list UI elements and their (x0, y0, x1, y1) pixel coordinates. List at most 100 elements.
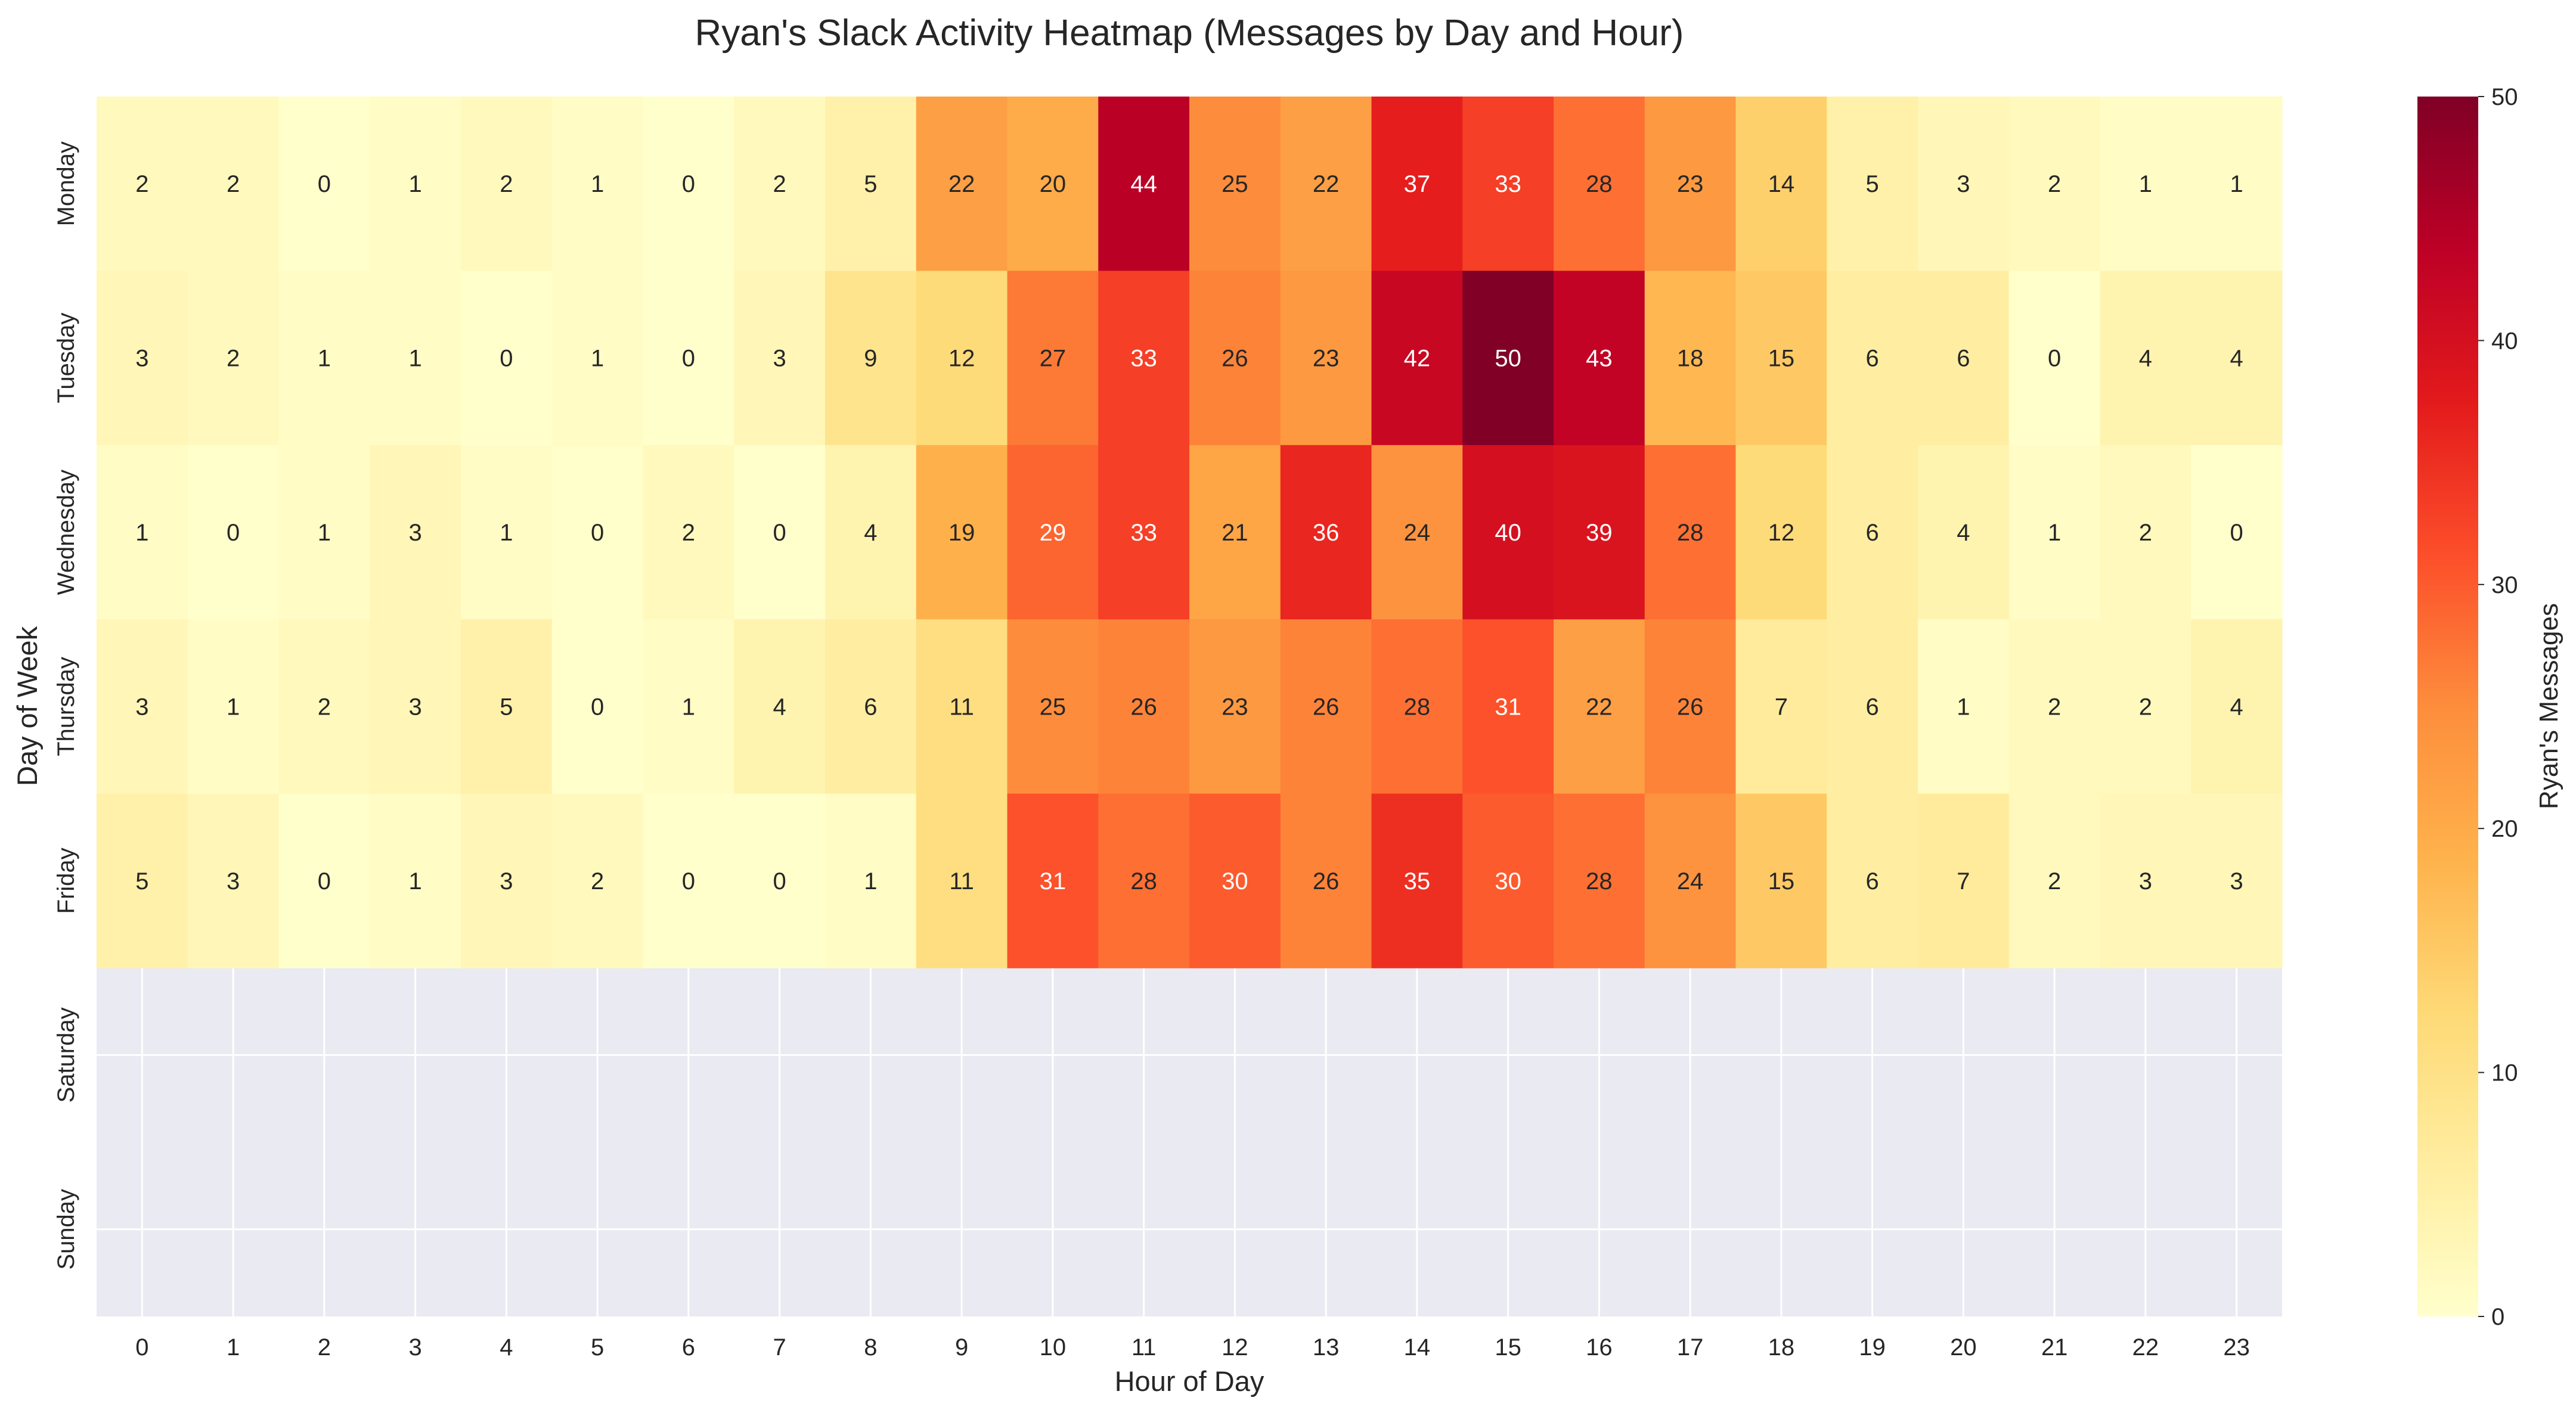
heatmap-cell (370, 793, 461, 968)
heatmap-cell (1735, 271, 1827, 446)
x-tick-label: 22 (2132, 1334, 2159, 1361)
cell-value-label: 0 (500, 346, 513, 372)
cell-value-label: 42 (1404, 346, 1431, 372)
cell-value-label: 26 (1313, 868, 1340, 895)
heatmap-cell (1827, 445, 1918, 620)
heatmap-cell (461, 445, 553, 620)
cell-value-label: 4 (2230, 346, 2243, 372)
cell-value-label: 43 (1586, 346, 1613, 372)
heatmap-cell (1918, 619, 2010, 794)
heatmap-cell (278, 97, 370, 272)
cell-value-label: 0 (2230, 520, 2243, 546)
cell-value-label: 6 (1957, 346, 1970, 372)
cell-value-label: 1 (409, 868, 422, 895)
colorbar-tick-label: 0 (2491, 1304, 2504, 1330)
cell-value-label: 6 (864, 694, 877, 721)
heatmap-cell (916, 445, 1008, 620)
heatmap-cell (461, 793, 553, 968)
heatmap-cell (2008, 445, 2101, 620)
cell-value-label: 26 (1313, 694, 1340, 721)
heatmap-cell (461, 619, 553, 794)
y-axis-label: Day of Week (11, 626, 43, 786)
cell-value-label: 22 (1586, 694, 1613, 721)
heatmap-cell (916, 97, 1008, 272)
cell-value-label: 3 (1957, 171, 1970, 197)
colorbar-ticks: 0 10 20 30 40 50 (2478, 84, 2518, 1330)
heatmap-cell (97, 97, 188, 272)
heatmap-cell (1371, 793, 1463, 968)
cell-value-label: 1 (500, 520, 513, 546)
heatmap-cell (2008, 619, 2101, 794)
cell-value-label: 2 (135, 171, 148, 197)
cell-value-label: 24 (1404, 520, 1431, 546)
cell-value-label: 15 (1768, 868, 1795, 895)
heatmap-cell (1371, 271, 1463, 446)
heatmap-cell (1098, 271, 1190, 446)
heatmap-cell (1371, 445, 1463, 620)
heatmap-cell (1098, 97, 1190, 272)
cell-value-label: 0 (682, 171, 695, 197)
heatmap-cell (734, 793, 826, 968)
cell-value-label: 40 (1495, 520, 1521, 546)
cell-value-label: 2 (2139, 694, 2152, 721)
heatmap-cell (2008, 271, 2101, 446)
cell-value-label: 1 (2230, 171, 2243, 197)
heatmap-cell (916, 793, 1008, 968)
heatmap-cell (1827, 97, 1918, 272)
x-tick-label: 12 (1222, 1334, 1248, 1361)
cell-value-label: 28 (1404, 694, 1431, 721)
heatmap-cell (734, 445, 826, 620)
x-tick-label: 23 (2223, 1334, 2250, 1361)
cell-value-label: 33 (1130, 346, 1157, 372)
cell-value-label: 5 (864, 171, 877, 197)
colorbar-tick-label: 50 (2491, 84, 2518, 110)
heatmap-cell (643, 445, 734, 620)
cell-value-label: 2 (773, 171, 786, 197)
cell-value-label: 3 (227, 868, 240, 895)
heatmap-cell (1735, 97, 1827, 272)
cell-value-label: 7 (1957, 868, 1970, 895)
heatmap-cell (1189, 445, 1281, 620)
y-tick-label: Wednesday (53, 470, 79, 595)
cell-value-label: 3 (409, 520, 422, 546)
cell-value-label: 26 (1130, 694, 1157, 721)
cell-value-label: 5 (1866, 171, 1879, 197)
cell-value-label: 2 (227, 346, 240, 372)
cell-value-label: 6 (1866, 346, 1879, 372)
cell-value-label: 11 (949, 868, 974, 895)
heatmap-cell (2100, 97, 2191, 272)
cell-value-label: 31 (1495, 694, 1521, 721)
heatmap-cell (1189, 793, 1281, 968)
heatmap-cell (1280, 445, 1372, 620)
heatmap-cell (97, 793, 188, 968)
heatmap-cell (461, 271, 553, 446)
heatmap-cell (370, 97, 461, 272)
heatmap-cell (1827, 793, 1918, 968)
heatmap-cell (1644, 271, 1737, 446)
heatmap-cell (1918, 97, 2010, 272)
heatmap-cell (2100, 445, 2191, 620)
cell-value-label: 3 (409, 694, 422, 721)
cell-value-label: 25 (1040, 694, 1067, 721)
heatmap-cell (1007, 619, 1099, 794)
heatmap-cell (1007, 271, 1099, 446)
heatmap-cell (1098, 793, 1190, 968)
heatmap-cell (1554, 793, 1645, 968)
cell-value-label: 1 (864, 868, 877, 895)
colorbar-tick-label: 40 (2491, 328, 2518, 354)
heatmap-cell (1462, 271, 1554, 446)
cell-value-label: 4 (864, 520, 877, 546)
heatmap-cell (187, 793, 280, 968)
heatmap-cell (916, 271, 1008, 446)
heatmap-cells (97, 97, 2283, 968)
x-tick-label: 6 (682, 1334, 695, 1361)
heatmap-cell (461, 97, 553, 272)
cell-value-label: 7 (1775, 694, 1788, 721)
cell-value-label: 2 (2139, 520, 2152, 546)
x-tick-label: 16 (1586, 1334, 1613, 1361)
y-tick-label: Monday (53, 141, 79, 226)
cell-value-label: 12 (948, 346, 975, 372)
cell-value-label: 5 (135, 868, 148, 895)
cell-value-label: 14 (1768, 171, 1795, 197)
heatmap-cell (1827, 271, 1918, 446)
